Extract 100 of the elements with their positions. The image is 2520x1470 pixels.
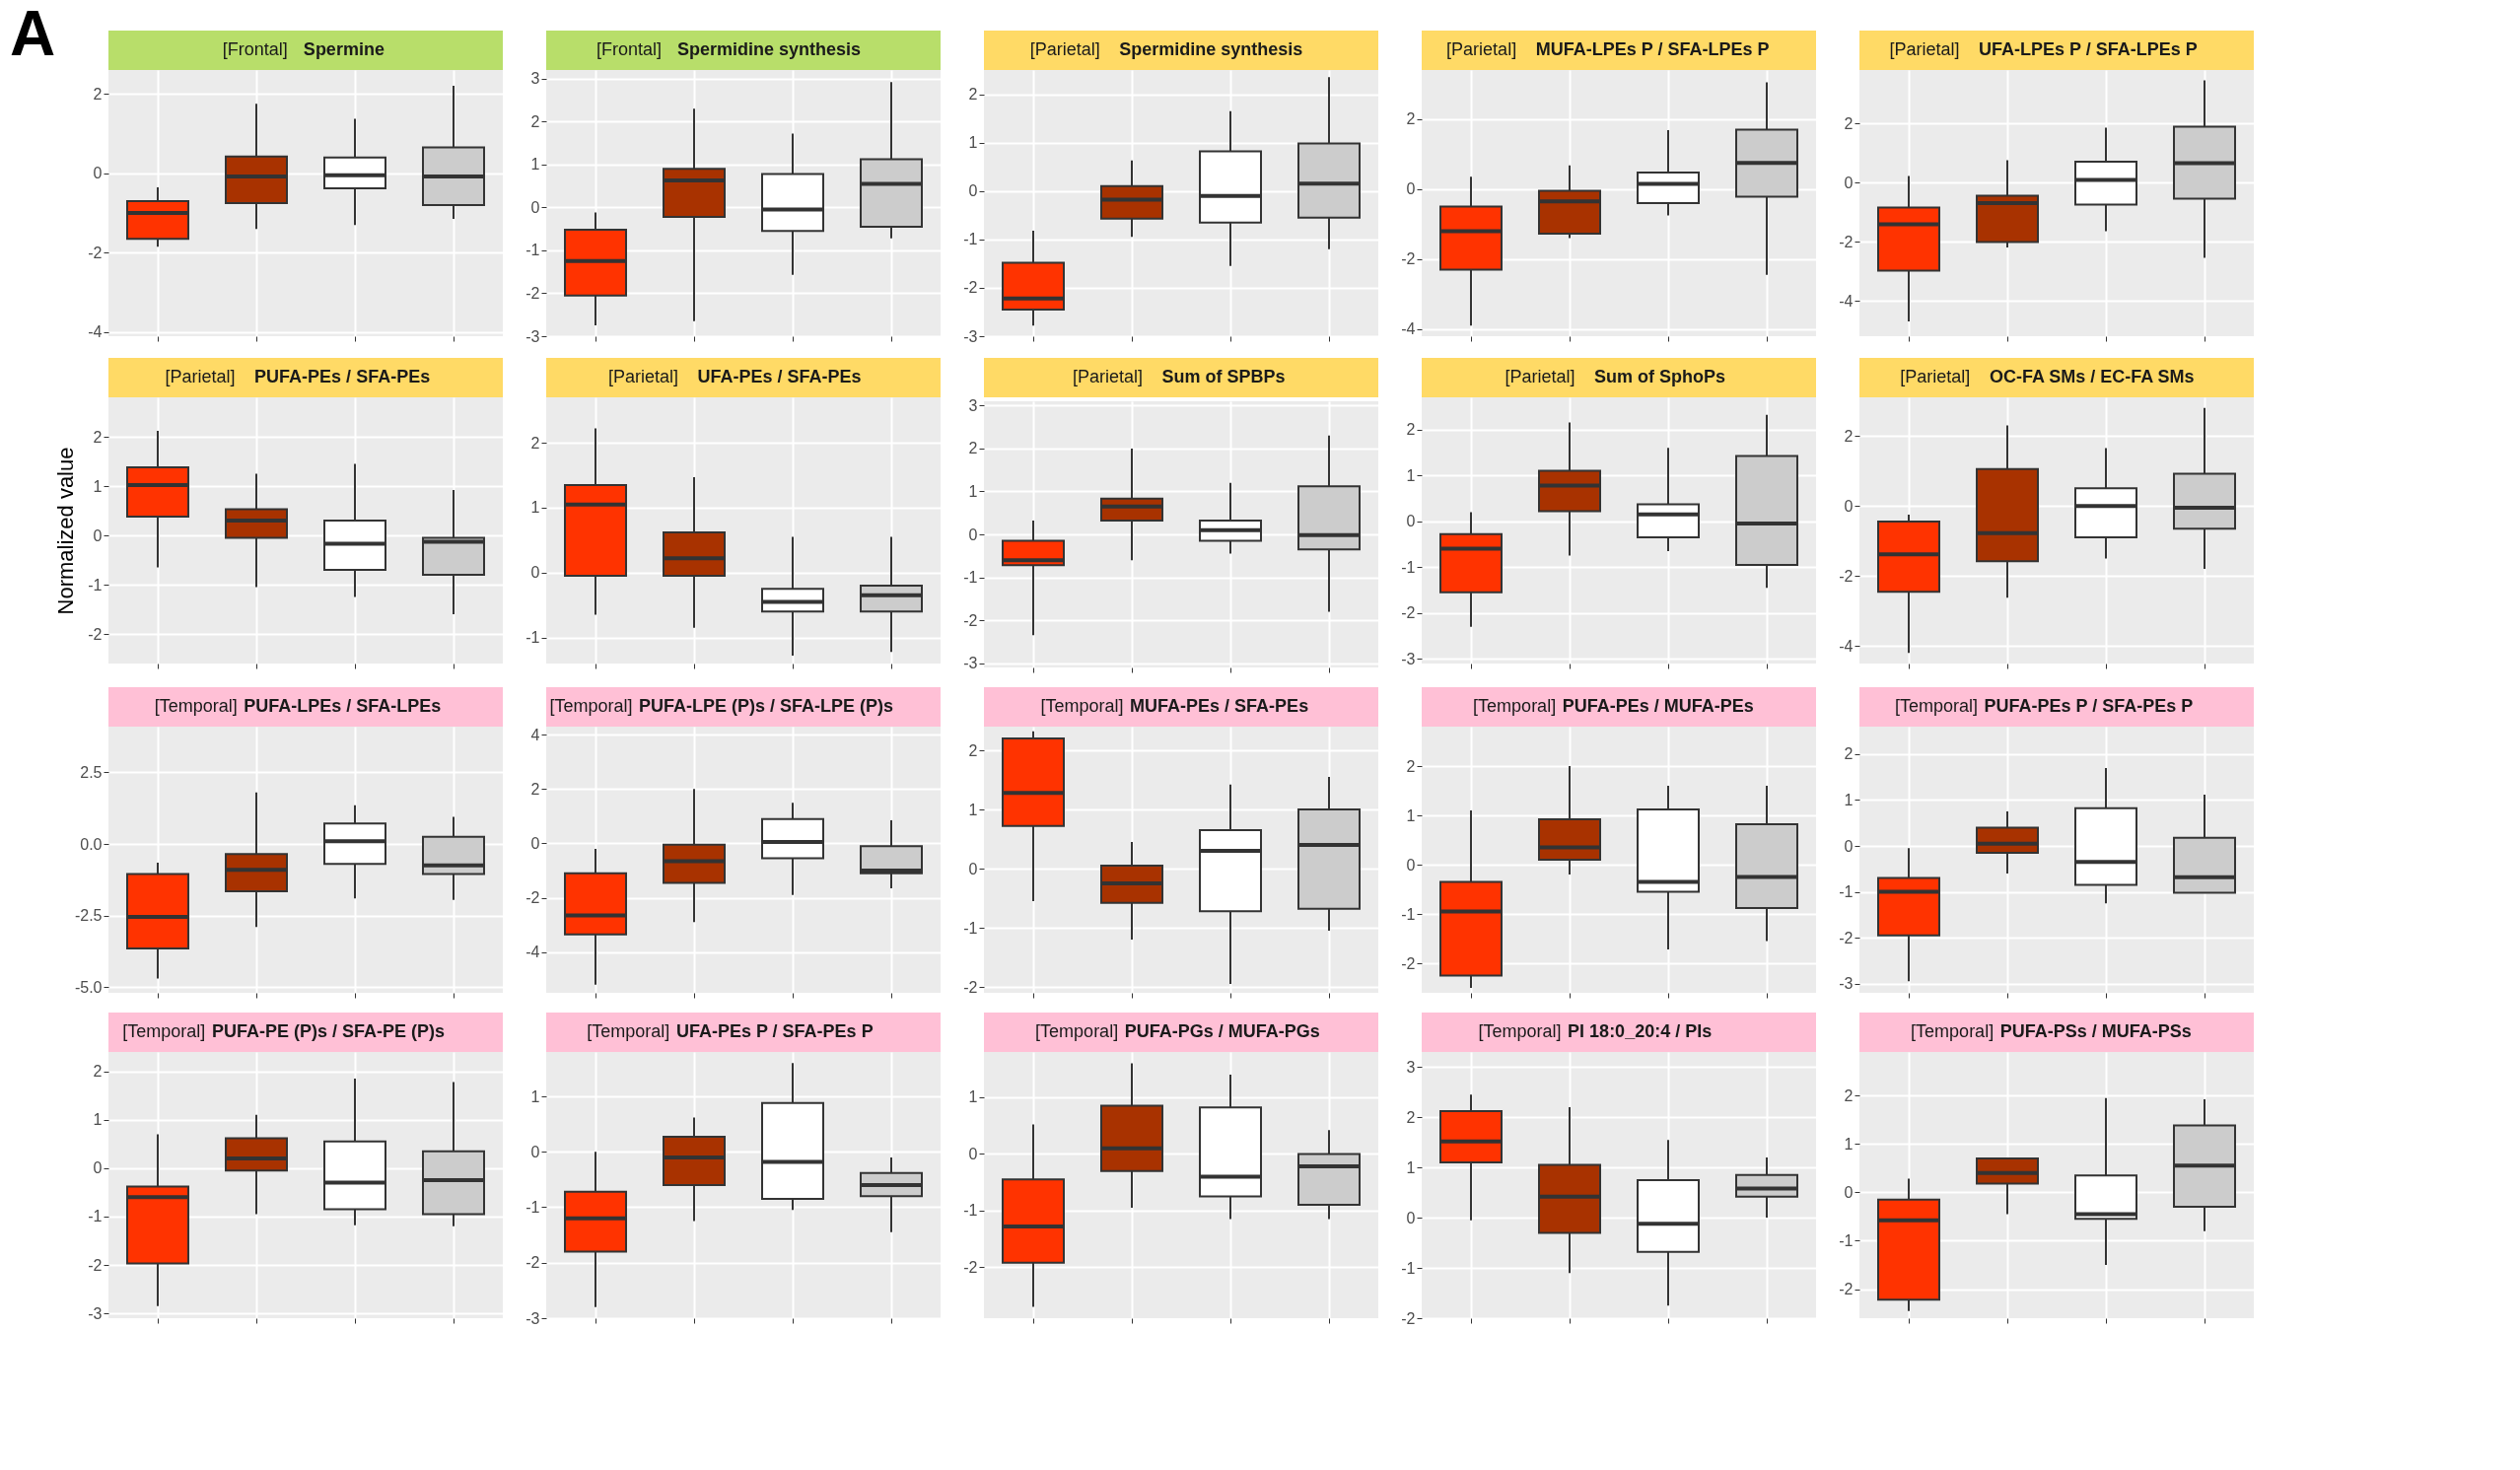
y-tick-label: 1 <box>968 1088 978 1106</box>
y-tick-label: 0 <box>93 165 103 182</box>
y-tick-label: 2 <box>1844 1086 1854 1104</box>
y-tick-label: 0.0 <box>80 835 103 853</box>
y-tick-label: -2 <box>1839 1281 1854 1298</box>
y-tick-label: 1 <box>968 801 978 818</box>
text: A <box>10 0 56 69</box>
y-tick-label: -2 <box>963 978 978 996</box>
y-tick-label: 1 <box>530 156 540 174</box>
y-tick-label: -4 <box>1839 637 1854 655</box>
y-tick-label: 0 <box>1406 1209 1416 1226</box>
y-tick-label: -1 <box>963 919 978 937</box>
y-tick-label: -1 <box>88 576 103 594</box>
y-tick-label: -3 <box>525 1309 540 1327</box>
chart-title: [Frontal] Spermidine synthesis <box>595 39 862 59</box>
chart-title: [Temporal] PUFA-PE (P)s / SFA-PE (P)s <box>122 1021 445 1041</box>
y-tick-label: -2 <box>88 244 103 261</box>
y-tick-label: 0 <box>968 860 978 877</box>
y-tick-label: 0 <box>968 1145 978 1162</box>
y-tick-label: 2 <box>1406 757 1416 775</box>
y-tick-label: -3 <box>525 327 540 345</box>
chart-title: [Temporal] PUFA-PSs / MUFA-PSs <box>1911 1021 2192 1041</box>
y-tick-label: 0 <box>968 525 978 543</box>
chart-title: [Parietal] Sum of SPBPs <box>1072 367 1286 386</box>
y-tick-label: 2 <box>530 112 540 130</box>
y-tick-label: -1 <box>525 242 540 259</box>
y-tick-label: -4 <box>1839 292 1854 310</box>
y-tick-label: 1 <box>1406 466 1416 484</box>
y-tick-label: 3 <box>968 396 978 414</box>
y-tick-label: -3 <box>963 327 978 345</box>
y-tick-label: -2 <box>1401 954 1416 972</box>
y-tick-label: 2 <box>1406 421 1416 439</box>
chart-title: [Temporal] PUFA-PEs / MUFA-PEs <box>1473 696 1754 716</box>
chart-title: [Parietal] PUFA-PEs / SFA-PEs <box>165 367 431 386</box>
y-tick-label: 2 <box>1844 114 1854 132</box>
chart-title: [Parietal] OC-FA SMs / EC-FA SMs <box>1900 367 2195 386</box>
y-tick-label: 2 <box>968 741 978 759</box>
y-tick-label: -5.0 <box>74 978 103 996</box>
y-tick-label: -1 <box>525 629 540 647</box>
y-tick-label: 2 <box>93 428 103 446</box>
y-tick-label: 1 <box>968 482 978 500</box>
y-axis-title: Normalized value <box>53 447 79 615</box>
chart-title: [Temporal] MUFA-PEs / SFA-PEs <box>1040 696 1309 716</box>
y-tick-label: -2 <box>525 284 540 302</box>
y-tick-label: 2 <box>1844 427 1854 445</box>
y-tick-label: -2 <box>1401 250 1416 268</box>
y-tick-label: -1 <box>963 231 978 248</box>
y-tick-label: 3 <box>530 70 540 88</box>
chart-title: [Parietal] Sum of SphoPs <box>1505 367 1726 386</box>
chart-title: [Parietal] Spermidine synthesis <box>1029 39 1303 59</box>
y-tick-label: 0 <box>1844 1183 1854 1201</box>
y-tick-label: -3 <box>1839 975 1854 993</box>
y-tick-label: -1 <box>1401 558 1416 576</box>
y-tick-label: -4 <box>525 944 540 961</box>
y-tick-label: -2 <box>963 279 978 297</box>
y-tick-label: -3 <box>88 1304 103 1322</box>
chart-title: [Parietal] MUFA-LPEs P / SFA-LPEs P <box>1446 39 1770 59</box>
y-tick-label: -2.5 <box>74 907 103 925</box>
y-tick-label: 0 <box>1406 180 1416 198</box>
chart-title: [Frontal] Spermine <box>222 39 385 59</box>
y-tick-label: 2 <box>530 780 540 798</box>
y-tick-label: 0 <box>1844 174 1854 191</box>
y-tick-label: -2 <box>1401 1309 1416 1327</box>
y-tick-label: 1 <box>1844 791 1854 808</box>
y-tick-label: 1 <box>1844 1135 1854 1153</box>
y-tick-label: 2 <box>1844 745 1854 763</box>
y-tick-label: -2 <box>88 625 103 643</box>
y-tick-label: 0 <box>530 198 540 216</box>
y-tick-label: 0 <box>1844 837 1854 855</box>
y-tick-label: 1 <box>530 499 540 517</box>
y-tick-label: -1 <box>1401 905 1416 923</box>
y-tick-label: 1 <box>93 477 103 495</box>
y-tick-label: 1 <box>93 1111 103 1129</box>
y-tick-label: -2 <box>88 1256 103 1274</box>
y-tick-label: 0 <box>1406 513 1416 530</box>
y-tick-label: 2 <box>93 1063 103 1081</box>
y-tick-label: 2 <box>530 434 540 452</box>
y-tick-label: -1 <box>1401 1259 1416 1277</box>
y-tick-label: 1 <box>1406 806 1416 824</box>
y-tick-label: 0 <box>530 1143 540 1160</box>
y-tick-label: -2 <box>525 1254 540 1272</box>
y-tick-label: 0 <box>93 526 103 544</box>
chart-title: [Temporal] PUFA-LPE (P)s / SFA-LPE (P)s <box>549 696 894 716</box>
y-tick-label: -2 <box>963 1258 978 1276</box>
chart-title: [Parietal] UFA-LPEs P / SFA-LPEs P <box>1889 39 2198 59</box>
y-tick-label: -2 <box>1839 233 1854 250</box>
y-tick-label: -4 <box>1401 320 1416 338</box>
y-tick-label: 4 <box>530 726 540 743</box>
y-tick-label: 0 <box>1406 856 1416 874</box>
y-tick-label: 0 <box>968 182 978 200</box>
y-tick-label: -1 <box>963 569 978 587</box>
y-tick-label: 2.5 <box>80 763 103 781</box>
y-tick-label: 2 <box>1406 110 1416 128</box>
chart-title: [Temporal] UFA-PEs P / SFA-PEs P <box>587 1021 874 1041</box>
y-tick-label: 1 <box>1406 1158 1416 1176</box>
y-tick-label: -3 <box>1401 650 1416 667</box>
y-tick-label: -1 <box>525 1199 540 1216</box>
y-tick-label: 2 <box>1406 1108 1416 1126</box>
y-tick-label: 3 <box>1406 1058 1416 1076</box>
y-tick-label: -1 <box>88 1208 103 1225</box>
